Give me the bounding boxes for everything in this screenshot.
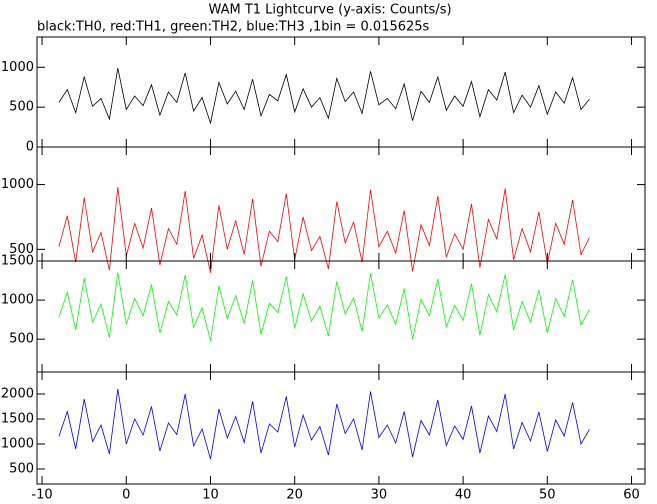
panel-frame (36, 371, 646, 485)
y-tick-label: 500 (9, 462, 34, 477)
chart-subtitle: black:TH0, red:TH1, green:TH2, blue:TH3 … (37, 20, 430, 35)
lightcurve (58, 187, 590, 273)
y-tick-label: 0 (26, 140, 34, 155)
x-tick-label: 0 (122, 488, 130, 503)
y-tick-label: 500 (9, 332, 34, 347)
y-tick-label: 500 (9, 100, 34, 115)
y-tick-label: 1000 (1, 60, 34, 75)
x-tick-label: 40 (455, 488, 472, 503)
lightcurve (58, 68, 590, 125)
panel-frame (36, 36, 646, 148)
panel-frame (36, 260, 646, 373)
y-tick-label: 1000 (1, 437, 34, 452)
y-tick-label: 500 (9, 242, 34, 257)
x-tick-label: 30 (371, 488, 388, 503)
y-tick-label: 1000 (1, 177, 34, 192)
panel-frame (36, 146, 646, 262)
lightcurve (58, 272, 590, 341)
y-tick-label: 1500 (1, 412, 34, 427)
lightcurve (58, 388, 590, 460)
chart-title: WAM T1 Lightcurve (y-axis: Counts/s) (208, 3, 451, 18)
y-tick-label: 1500 (1, 254, 34, 269)
y-tick-label: 1000 (1, 293, 34, 308)
x-tick-label: 10 (202, 488, 219, 503)
x-tick-label: 60 (623, 488, 640, 503)
x-tick-label: 20 (286, 488, 303, 503)
x-tick-label: -10 (31, 488, 52, 503)
x-tick-label: 50 (539, 488, 556, 503)
y-tick-label: 2000 (1, 387, 34, 402)
